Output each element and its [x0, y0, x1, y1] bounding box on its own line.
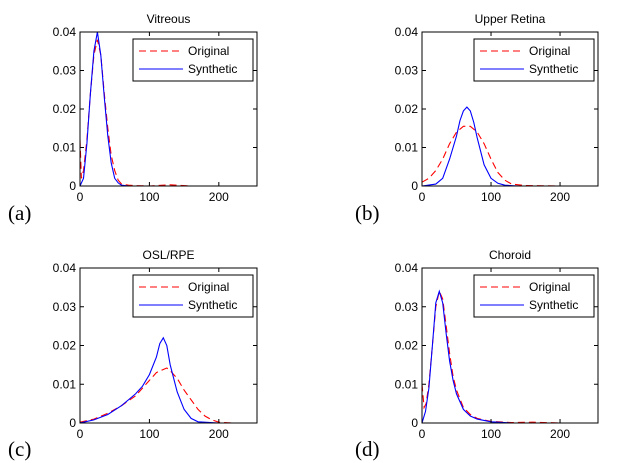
x-tick-label: 0 — [77, 190, 84, 204]
legend-label-synthetic: Synthetic — [188, 298, 237, 312]
y-tick-label: 0.04 — [53, 25, 77, 39]
y-tick-label: 0.02 — [395, 102, 419, 116]
chart-title: Vitreous — [147, 12, 191, 26]
y-tick-label: 0.04 — [395, 25, 419, 39]
y-tick-label: 0.04 — [395, 261, 419, 275]
legend-box — [132, 274, 254, 318]
legend-label-original: Original — [188, 280, 229, 294]
subplot-2: 0 0.01 0.02 0.03 0.04 0 100 200 Upper Retina (b) O… — [355, 12, 599, 225]
legend-label-original: Original — [188, 44, 229, 58]
x-tick-label: 100 — [139, 427, 159, 441]
y-tick-label: 0.03 — [53, 64, 77, 78]
chart-title: OSL/RPE — [142, 248, 194, 262]
series-line-original — [80, 39, 257, 186]
panel-label: (a) — [8, 201, 31, 225]
legend-label-synthetic: Synthetic — [529, 298, 578, 312]
x-tick-label: 200 — [209, 427, 229, 441]
y-tick-label: 0 — [411, 179, 418, 193]
x-tick-label: 100 — [481, 427, 501, 441]
x-tick-label: 0 — [77, 427, 84, 441]
legend-label-original: Original — [529, 280, 570, 294]
series-line-synthetic — [80, 336, 219, 423]
chart-title: Choroid — [489, 248, 531, 262]
x-tick-label: 0 — [419, 427, 426, 441]
panel-label: (c) — [8, 437, 31, 461]
legend-label-synthetic: Synthetic — [188, 62, 237, 76]
y-tick-label: 0.01 — [395, 377, 419, 391]
y-tick-label: 0.02 — [53, 339, 77, 353]
series-line-original — [422, 125, 561, 186]
legend-label-original: Original — [529, 44, 570, 58]
y-tick-label: 0.01 — [395, 141, 419, 155]
y-tick-label: 0.03 — [53, 300, 77, 314]
y-tick-label: 0 — [69, 179, 76, 193]
x-tick-label: 200 — [550, 427, 570, 441]
legend: Original Synthetic — [473, 274, 595, 318]
y-tick-label: 0 — [69, 416, 76, 430]
y-tick-label: 0.01 — [53, 141, 77, 155]
series-line-synthetic — [422, 106, 560, 186]
legend: Original Synthetic — [473, 38, 595, 82]
subplot-4: 0 0.01 0.02 0.03 0.04 0 100 200 Choroid (d) Origin… — [355, 248, 599, 461]
y-tick-label: 0 — [411, 416, 418, 430]
legend: Original Synthetic — [132, 274, 254, 318]
x-tick-label: 100 — [139, 190, 159, 204]
legend: Original Synthetic — [132, 38, 254, 82]
series-line-synthetic — [80, 32, 257, 186]
y-tick-label: 0.04 — [53, 261, 77, 275]
panel-label: (d) — [355, 437, 380, 461]
subplot-3: 0 0.01 0.02 0.03 0.04 0 100 200 OSL/RPE (c) Origin… — [8, 248, 258, 461]
legend-box — [473, 274, 595, 318]
chart-title: Upper Retina — [475, 12, 546, 26]
x-tick-label: 200 — [550, 190, 570, 204]
subplot-1: 0 0.01 0.02 0.03 0.04 0 100 200 Vitreous (a) Origi… — [8, 12, 258, 225]
legend-box — [132, 38, 254, 82]
y-tick-label: 0.01 — [53, 377, 77, 391]
series-line-synthetic — [422, 289, 598, 423]
x-tick-label: 0 — [419, 190, 426, 204]
x-tick-label: 200 — [209, 190, 229, 204]
panel-label: (b) — [355, 201, 380, 225]
series-line-original — [80, 367, 233, 423]
y-tick-label: 0.02 — [395, 339, 419, 353]
y-tick-label: 0.02 — [53, 102, 77, 116]
y-tick-label: 0.03 — [395, 64, 419, 78]
legend-box — [473, 38, 595, 82]
legend-label-synthetic: Synthetic — [529, 62, 578, 76]
y-tick-label: 0.03 — [395, 300, 419, 314]
x-tick-label: 100 — [481, 190, 501, 204]
